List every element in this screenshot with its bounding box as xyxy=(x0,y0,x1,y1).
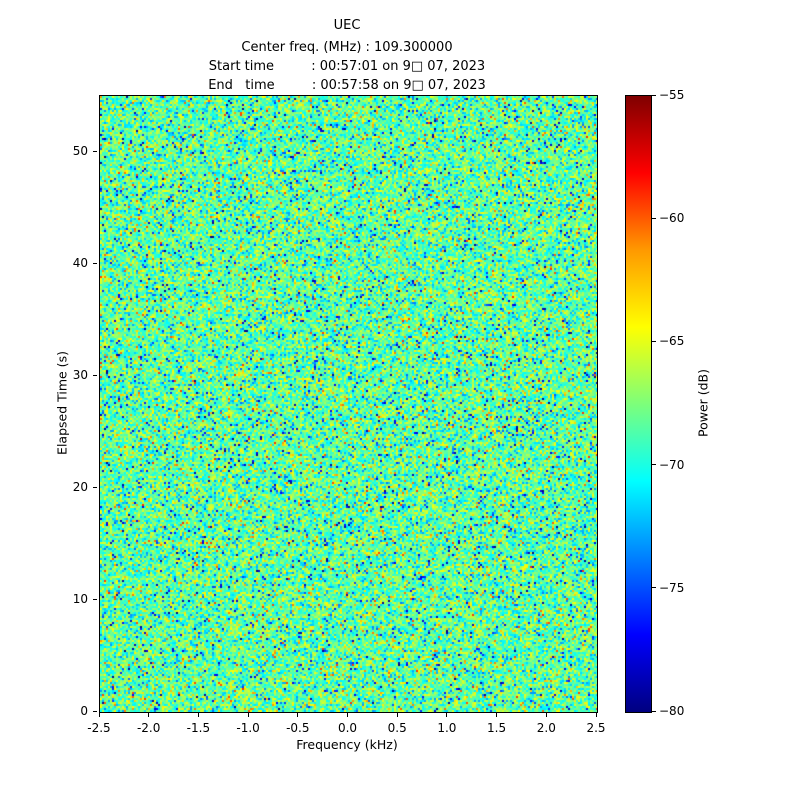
x-tick-label: -1.0 xyxy=(236,721,260,735)
x-tick-label: 1.5 xyxy=(487,721,507,735)
x-tick-label: -2.0 xyxy=(136,721,161,735)
x-tick-mark xyxy=(247,713,249,717)
colorbar-tick-mark xyxy=(652,94,656,96)
spectrogram-noise-canvas xyxy=(100,96,597,712)
x-tick-mark xyxy=(446,713,448,717)
y-tick-label: 20 xyxy=(72,480,88,494)
spectrogram-plot xyxy=(99,95,598,713)
x-tick-mark xyxy=(148,713,150,717)
x-tick-label: -2.5 xyxy=(87,721,111,735)
colorbar-tick-label: −75 xyxy=(659,580,685,595)
x-tick-label: 2.5 xyxy=(586,721,606,735)
x-tick-label: 0.0 xyxy=(337,721,358,735)
x-tick-label: 0.5 xyxy=(387,721,407,735)
colorbar-tick-mark xyxy=(652,710,656,712)
y-tick-mark xyxy=(93,262,97,264)
x-tick-label: -1.5 xyxy=(186,721,211,735)
x-tick-label: -0.5 xyxy=(286,721,310,735)
x-tick-mark xyxy=(595,713,597,717)
x-tick-mark xyxy=(98,713,100,717)
x-tick-label: 1.0 xyxy=(437,721,457,735)
y-tick-mark xyxy=(93,150,97,152)
colorbar-tick-mark xyxy=(652,340,656,342)
colorbar-gradient xyxy=(626,96,651,712)
colorbar-tick-mark xyxy=(652,587,656,589)
y-axis-label: Elapsed Time (s) xyxy=(54,351,70,455)
colorbar-tick-label: −60 xyxy=(659,211,685,226)
x-tick-mark xyxy=(347,713,348,717)
colorbar-tick-mark xyxy=(652,217,656,219)
colorbar-tick-label: −70 xyxy=(659,457,685,472)
chart-title: UEC xyxy=(333,18,361,33)
x-tick-mark xyxy=(545,713,547,717)
colorbar-tick-label: −55 xyxy=(659,88,685,102)
colorbar-tick-mark xyxy=(652,464,656,466)
x-tick-label: 2.0 xyxy=(536,721,556,735)
colorbar xyxy=(625,95,652,713)
y-tick-mark xyxy=(93,374,97,376)
x-axis-label: Frequency (kHz) xyxy=(296,737,398,752)
y-tick-label: 40 xyxy=(72,256,88,270)
colorbar-tick-label: −65 xyxy=(659,334,685,349)
x-tick-mark xyxy=(396,713,398,717)
x-tick-mark xyxy=(496,713,498,717)
colorbar-tick-label: −80 xyxy=(659,704,685,718)
x-tick-mark xyxy=(197,713,199,717)
y-tick-mark xyxy=(93,598,97,600)
header-line-center-freq: Center freq. (MHz) : 109.300000 xyxy=(241,40,453,55)
y-tick-label: 0 xyxy=(80,704,88,718)
header-line-end-time: End time : 00:57:58 on 9□ 07, 2023 xyxy=(208,78,486,93)
y-tick-mark xyxy=(93,710,97,712)
y-tick-label: 30 xyxy=(72,368,88,382)
colorbar-label: Power (dB) xyxy=(695,368,711,438)
y-tick-label: 50 xyxy=(72,144,88,158)
header-line-start-time: Start time : 00:57:01 on 9□ 07, 2023 xyxy=(208,59,486,74)
x-tick-mark xyxy=(297,713,299,717)
y-tick-label: 10 xyxy=(72,592,88,606)
y-tick-mark xyxy=(93,486,97,488)
